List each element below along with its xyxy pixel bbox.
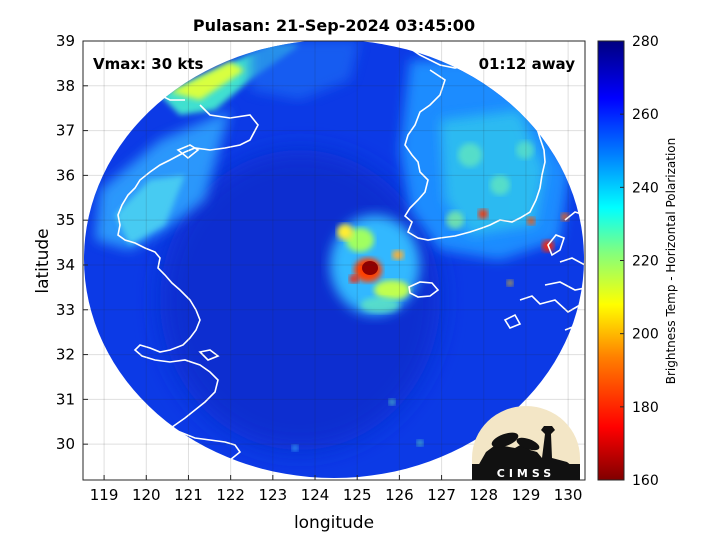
y-axis-ticks: 30 31 32 33 34 35 36 37 38 39	[56, 32, 88, 453]
colorbar-tick-label: 200	[632, 327, 659, 343]
y-tick-label: 36	[56, 166, 75, 184]
colorbar-tick-label: 280	[632, 34, 659, 50]
x-tick-label: 124	[301, 486, 330, 504]
colorbar-tick-label: 180	[632, 400, 659, 416]
x-tick-label: 129	[512, 486, 541, 504]
time-away-annotation: 01:12 away	[479, 55, 576, 73]
y-tick-label: 39	[56, 32, 75, 50]
logo-text: CIMSS	[497, 467, 555, 480]
y-tick-label: 37	[56, 122, 75, 140]
y-tick-label: 30	[56, 435, 75, 453]
x-axis-label: longitude	[294, 513, 374, 533]
colorbar-label: Brightness Temp - Horizontal Polarizatio…	[664, 138, 678, 385]
cimss-logo: CIMSS	[472, 406, 580, 480]
x-tick-label: 128	[469, 486, 498, 504]
coastlines	[83, 44, 585, 471]
y-axis-label: latitude	[33, 228, 53, 293]
x-axis-ticks: 119 120 121 122 123 124 125 126 127 128 129 130	[90, 475, 583, 504]
y-tick-label: 32	[56, 346, 75, 364]
colorbar-tick-label: 260	[632, 107, 659, 123]
x-tick-label: 119	[90, 486, 119, 504]
x-tick-label: 130	[554, 486, 583, 504]
colorbar-ticks: 160 180 200 220 240 260 280	[620, 34, 659, 489]
y-tick-label: 35	[56, 211, 75, 229]
y-tick-label: 34	[56, 256, 75, 274]
x-tick-label: 123	[259, 486, 288, 504]
x-tick-label: 120	[132, 486, 161, 504]
colorbar-tick-label: 160	[632, 473, 659, 489]
x-tick-label: 127	[427, 486, 456, 504]
y-tick-label: 31	[56, 390, 75, 408]
x-tick-label: 122	[216, 486, 245, 504]
vmax-annotation: Vmax: 30 kts	[93, 55, 203, 73]
y-tick-label: 33	[56, 301, 75, 319]
x-tick-label: 125	[343, 486, 372, 504]
brightness-temp-swath	[84, 41, 584, 478]
chart-title: Pulasan: 21-Sep-2024 03:45:00	[193, 16, 475, 35]
x-tick-label: 121	[174, 486, 203, 504]
plot-frame	[82, 40, 586, 481]
colorbar: 160 180 200 220 240 260 280 Brightness Temp - …	[597, 34, 678, 489]
grid-lines	[83, 41, 585, 480]
x-tick-label: 126	[385, 486, 414, 504]
colorbar-tick-label: 220	[632, 254, 659, 270]
colorbar-tick-label: 240	[632, 180, 659, 196]
y-tick-label: 38	[56, 77, 75, 95]
